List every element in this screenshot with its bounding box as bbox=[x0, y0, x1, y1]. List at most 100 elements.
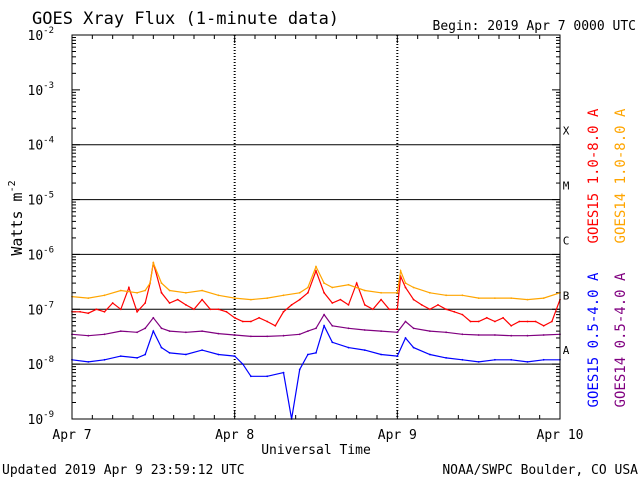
data-point bbox=[152, 330, 155, 332]
data-point bbox=[152, 316, 155, 319]
y-tick-label: 10-7 bbox=[28, 300, 55, 318]
data-point bbox=[87, 334, 90, 337]
flare-class-c: C bbox=[563, 234, 570, 247]
y-axis-label-text: Watts m bbox=[8, 192, 26, 255]
data-point bbox=[445, 308, 447, 311]
data-point bbox=[404, 320, 407, 323]
data-point bbox=[347, 304, 350, 306]
data-point bbox=[315, 352, 317, 354]
data-point bbox=[266, 335, 269, 338]
data-point bbox=[526, 298, 529, 301]
data-point bbox=[217, 308, 220, 311]
data-point bbox=[144, 289, 147, 292]
data-point bbox=[168, 330, 171, 332]
y-tick-label: 10-5 bbox=[28, 191, 55, 209]
data-point bbox=[282, 334, 285, 337]
data-point bbox=[494, 334, 496, 336]
data-point bbox=[185, 331, 187, 334]
data-point bbox=[429, 291, 431, 294]
y-tick-base: 10 bbox=[28, 303, 44, 318]
data-point bbox=[136, 291, 139, 294]
data-point bbox=[347, 283, 350, 286]
y-tick-exp: -9 bbox=[43, 410, 54, 420]
legend-entry: GOES15 0.5-4.0 A bbox=[586, 272, 602, 407]
data-point bbox=[168, 352, 171, 354]
data-point bbox=[323, 291, 325, 294]
data-point bbox=[485, 316, 488, 319]
data-point bbox=[412, 327, 415, 330]
data-point bbox=[461, 358, 464, 361]
data-point bbox=[144, 353, 147, 356]
data-point bbox=[429, 330, 431, 332]
series-line bbox=[71, 260, 561, 301]
data-point bbox=[380, 298, 382, 301]
data-point bbox=[396, 308, 399, 311]
y-tick-label: 10-8 bbox=[28, 355, 55, 373]
data-point bbox=[461, 333, 464, 336]
y-axis-label: Watts m-2 bbox=[7, 180, 26, 255]
data-point bbox=[412, 286, 415, 289]
data-point bbox=[461, 313, 464, 316]
data-point bbox=[250, 320, 252, 323]
data-point bbox=[168, 302, 171, 304]
data-point bbox=[380, 353, 382, 356]
data-point bbox=[347, 327, 350, 330]
data-point bbox=[331, 302, 334, 304]
data-point bbox=[315, 270, 317, 272]
data-point bbox=[380, 330, 382, 332]
data-point bbox=[315, 327, 317, 330]
data-point bbox=[298, 333, 301, 336]
data-point bbox=[307, 286, 309, 289]
data-point bbox=[282, 310, 285, 313]
data-point bbox=[160, 291, 163, 294]
y-tick-base: 10 bbox=[28, 84, 44, 99]
y-tick-exp: -6 bbox=[43, 245, 54, 255]
data-point bbox=[119, 289, 122, 292]
legend: GOES15 1.0-8.0 A GOES14 1.0-8.0 A GOES15 0… bbox=[586, 108, 629, 407]
data-point bbox=[103, 358, 106, 361]
y-tick-label: 10-2 bbox=[28, 26, 55, 44]
y-tick-base: 10 bbox=[28, 358, 44, 373]
x-tick-label: Apr 9 bbox=[378, 428, 417, 443]
data-point bbox=[363, 289, 366, 292]
data-point bbox=[217, 353, 220, 356]
data-point bbox=[510, 334, 513, 337]
y-tick-label: 10-3 bbox=[28, 81, 55, 99]
y-tick-exp: -2 bbox=[43, 26, 54, 36]
data-point bbox=[494, 297, 496, 299]
series-line bbox=[71, 313, 561, 337]
data-point bbox=[217, 294, 220, 297]
series-line bbox=[72, 262, 561, 327]
data-point bbox=[323, 324, 325, 327]
data-point bbox=[160, 346, 163, 349]
svg-text:Watts m-2: Watts m-2 bbox=[7, 180, 26, 255]
data-point bbox=[477, 361, 480, 363]
data-point bbox=[266, 375, 269, 378]
data-point bbox=[119, 330, 122, 332]
data-point bbox=[160, 327, 163, 330]
plot-frame bbox=[71, 34, 561, 420]
data-point bbox=[201, 349, 204, 351]
data-point bbox=[363, 329, 366, 331]
data-point bbox=[149, 282, 152, 284]
data-point bbox=[119, 355, 122, 357]
data-point bbox=[331, 324, 334, 327]
data-point bbox=[510, 324, 513, 327]
series-line bbox=[71, 324, 560, 420]
data-point bbox=[307, 330, 309, 332]
data-point bbox=[542, 324, 545, 327]
data-point bbox=[396, 331, 399, 334]
data-point bbox=[412, 346, 415, 349]
data-point bbox=[307, 353, 309, 356]
y-tick-exp: -8 bbox=[43, 355, 54, 365]
data-point bbox=[526, 361, 529, 363]
data-point bbox=[404, 286, 407, 289]
data-point bbox=[526, 320, 529, 323]
flare-class-a: A bbox=[563, 344, 570, 357]
flare-class-b: B bbox=[563, 289, 570, 302]
data-point bbox=[258, 316, 260, 319]
data-point bbox=[274, 324, 277, 327]
y-tick-exp: -5 bbox=[43, 191, 54, 201]
data-point bbox=[461, 294, 464, 297]
y-tick-base: 10 bbox=[28, 29, 44, 44]
